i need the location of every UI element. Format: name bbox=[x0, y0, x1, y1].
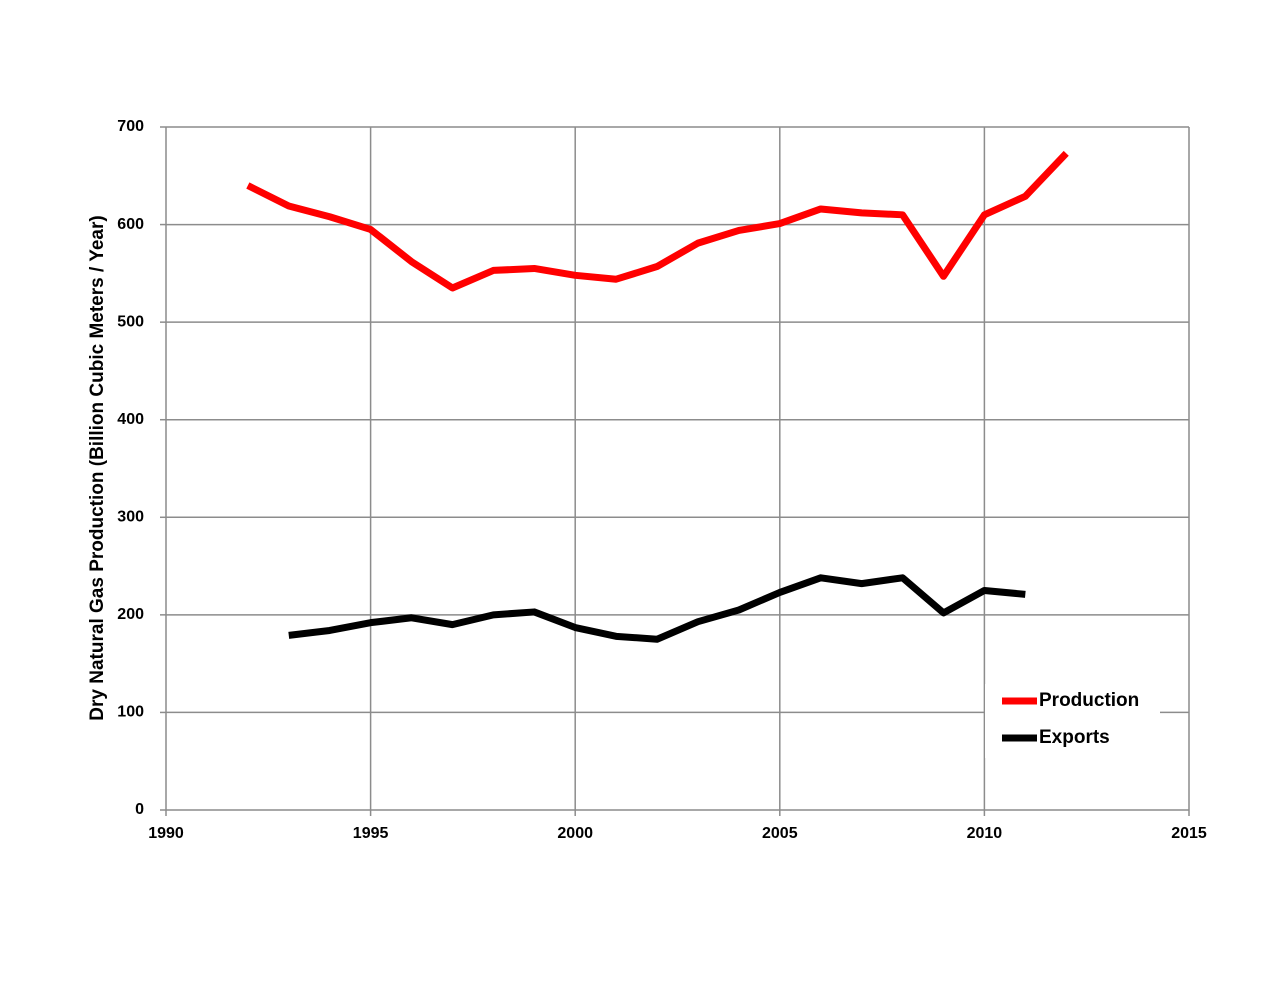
y-tick-label: 200 bbox=[117, 606, 144, 623]
y-tick-label: 0 bbox=[135, 801, 144, 818]
data-line bbox=[288, 574, 1026, 643]
y-tick-label: 500 bbox=[117, 313, 144, 330]
x-tick-label: 2010 bbox=[967, 825, 1003, 842]
x-tick-label: 2015 bbox=[1171, 825, 1207, 842]
legend-label: Exports bbox=[1039, 727, 1110, 748]
y-tick-label: 400 bbox=[117, 411, 144, 428]
data-line bbox=[246, 150, 1069, 292]
x-tick-label: 2000 bbox=[557, 825, 593, 842]
x-tick-label: 1995 bbox=[353, 825, 389, 842]
y-axis-label: Dry Natural Gas Production (Billion Cubi… bbox=[87, 215, 108, 720]
y-tick-label: 100 bbox=[117, 704, 144, 721]
legend-box bbox=[985, 684, 1160, 758]
legend-label: Production bbox=[1039, 690, 1139, 711]
y-tick-label: 700 bbox=[117, 118, 144, 135]
x-tick-label: 1990 bbox=[148, 825, 184, 842]
y-tick-label: 600 bbox=[117, 216, 144, 233]
y-tick-label: 300 bbox=[117, 509, 144, 526]
x-tick-label: 2005 bbox=[762, 825, 798, 842]
